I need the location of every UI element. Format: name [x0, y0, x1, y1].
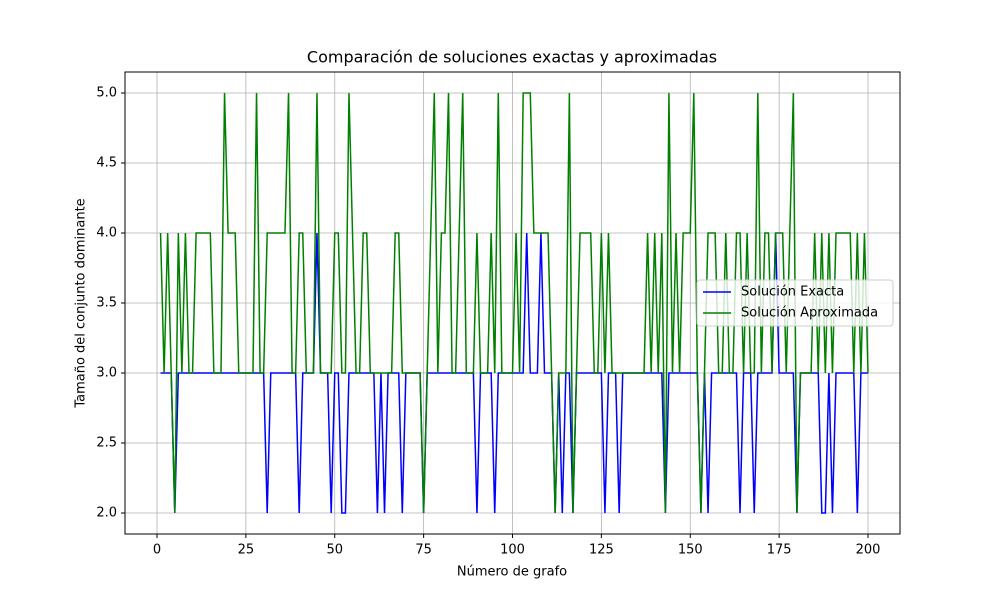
x-axis-label: Número de grafo: [457, 565, 567, 580]
legend-label: Solución Exacta: [741, 285, 844, 300]
x-tick-label: 50: [326, 543, 343, 558]
x-tick-label: 125: [589, 543, 614, 558]
series-line: [159, 92, 869, 514]
y-axis-label: Tamaño del conjunto dominante: [74, 198, 89, 408]
y-tick-label: 3.0: [96, 366, 117, 381]
plot-frame: [124, 71, 901, 535]
x-tick-label: 150: [678, 543, 703, 558]
legend-box: [696, 279, 894, 327]
x-tick-label: 200: [856, 543, 881, 558]
y-tick-label: 4.5: [96, 156, 117, 171]
x-tick-label: 100: [500, 543, 525, 558]
legend-label: Solución Aproximada: [741, 306, 878, 321]
chart-title: Comparación de soluciones exactas y apro…: [307, 48, 717, 67]
x-tick-label: 0: [153, 543, 161, 558]
y-tick-label: 3.5: [96, 296, 117, 311]
x-tick-label: 175: [767, 543, 792, 558]
y-tick-label: 2.0: [96, 506, 117, 521]
x-tick-label: 75: [415, 543, 432, 558]
y-tick-label: 5.0: [96, 86, 117, 101]
x-tick-label: 25: [238, 543, 255, 558]
y-tick-label: 4.0: [96, 226, 117, 241]
y-tick-label: 2.5: [96, 436, 117, 451]
